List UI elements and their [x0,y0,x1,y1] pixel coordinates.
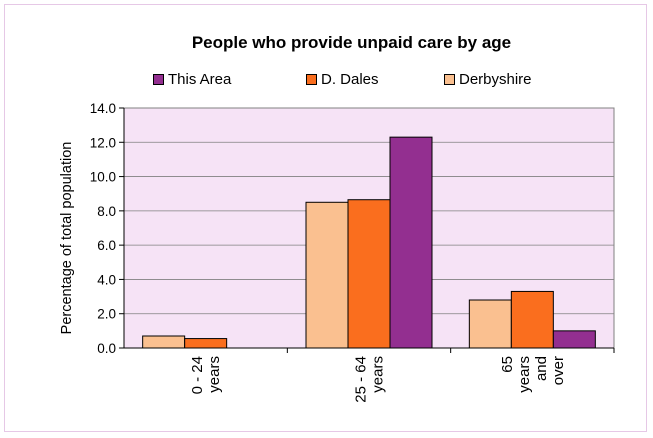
y-tick-label: 8.0 [97,204,116,219]
x-category-label: and [533,356,550,381]
legend-item-d-dales: D. Dales [306,71,379,88]
legend-swatch-this-area [153,74,164,85]
y-tick-label: 12.0 [90,135,116,150]
x-category-label: 65 [499,356,516,373]
legend-label-this-area: This Area [168,71,232,88]
x-category-label: years [516,356,533,393]
bar-this-area [389,136,433,349]
y-tick-label: 14.0 [90,101,116,116]
chart-title: People who provide unpaid care by age [191,33,512,52]
y-tick-label: 10.0 [90,170,116,185]
y-tick-label: 0.0 [97,341,116,356]
bar-this-area [552,330,596,349]
legend-item-this-area: This Area [153,71,231,88]
y-tick-label: 2.0 [97,307,116,322]
legend-swatch-derbyshire [444,74,455,85]
y-tick-label: 6.0 [97,238,116,253]
x-category-label: years [206,356,223,393]
bar-d-dales [347,199,391,349]
bar-derbyshire [468,299,512,349]
legend-label-derbyshire: Derbyshire [459,71,532,88]
x-category-label: 25 - 64 [353,356,370,403]
bar-derbyshire [142,335,186,349]
legend-item-derbyshire: Derbyshire [444,71,532,88]
legend-swatch-d-dales [306,74,317,85]
bar-d-dales [510,290,554,349]
chart-legend: This Area D. Dales Derbyshire [0,71,653,95]
x-category-label: over [550,356,567,385]
x-category-label: years [370,356,387,393]
legend-label-d-dales: D. Dales [321,71,379,88]
bar-derbyshire [305,201,349,349]
y-axis-title: Percentage of total population [59,142,75,335]
x-category-label: 0 - 24 [189,356,206,394]
y-tick-label: 4.0 [97,272,116,287]
bar-d-dales [184,338,228,349]
